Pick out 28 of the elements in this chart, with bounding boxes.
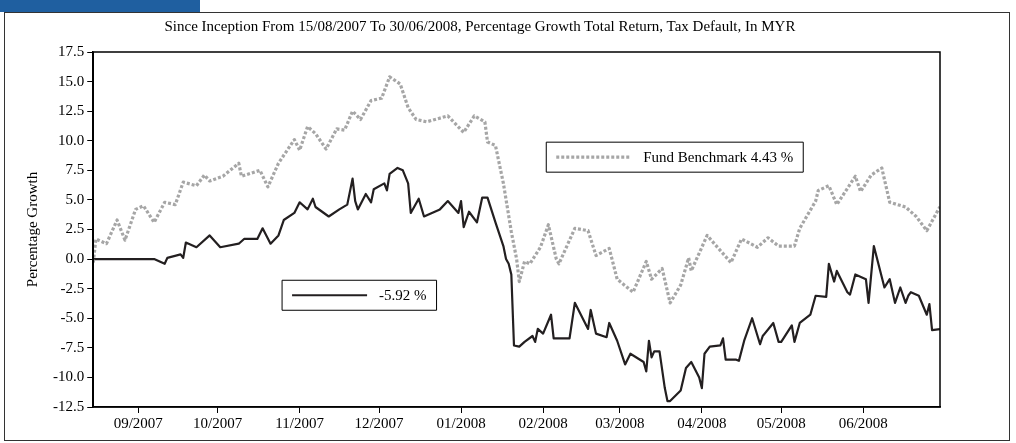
y-tick-label: 12.5 bbox=[58, 102, 85, 119]
y-tick-label: -7.5 bbox=[60, 338, 85, 355]
line-series bbox=[93, 75, 940, 305]
y-tick-label: 5.0 bbox=[65, 190, 85, 207]
x-tick-label: 03/2008 bbox=[595, 414, 645, 431]
x-tick-label: 05/2008 bbox=[756, 414, 806, 431]
y-tick-label: 17.5 bbox=[58, 42, 85, 59]
y-tick-label: 7.5 bbox=[65, 161, 85, 178]
legend-label: -5.92 % bbox=[379, 287, 427, 304]
x-tick-label: 04/2008 bbox=[677, 414, 727, 431]
legend-label: Fund Benchmark 4.43 % bbox=[643, 149, 794, 166]
chart-title: Since Inception From 15/08/2007 To 30/06/2008, Percentage Growth Total Return, Tax Default, In MYR bbox=[164, 17, 796, 34]
y-tick-label: -10.0 bbox=[53, 368, 85, 385]
x-tick-label: 10/2007 bbox=[193, 414, 243, 431]
x-tick-label: 06/2008 bbox=[838, 414, 888, 431]
y-tick-label: 10.0 bbox=[58, 131, 85, 148]
x-tick-label: 11/2007 bbox=[275, 414, 325, 431]
x-tick-label: 12/2007 bbox=[354, 414, 405, 431]
y-axis-title: Percentage Growth bbox=[23, 171, 40, 288]
x-tick-label: 02/2008 bbox=[518, 414, 568, 431]
y-tick-label: -12.5 bbox=[53, 397, 85, 414]
y-tick-label: 0.0 bbox=[65, 250, 85, 267]
y-tick-label: -5.0 bbox=[60, 309, 85, 326]
y-tick-label: -2.5 bbox=[60, 279, 85, 296]
y-tick-label: 15.0 bbox=[58, 72, 85, 89]
y-tick-label: 2.5 bbox=[65, 220, 85, 237]
x-tick-label: 09/2007 bbox=[113, 414, 164, 431]
x-tick-label: 01/2008 bbox=[436, 414, 486, 431]
